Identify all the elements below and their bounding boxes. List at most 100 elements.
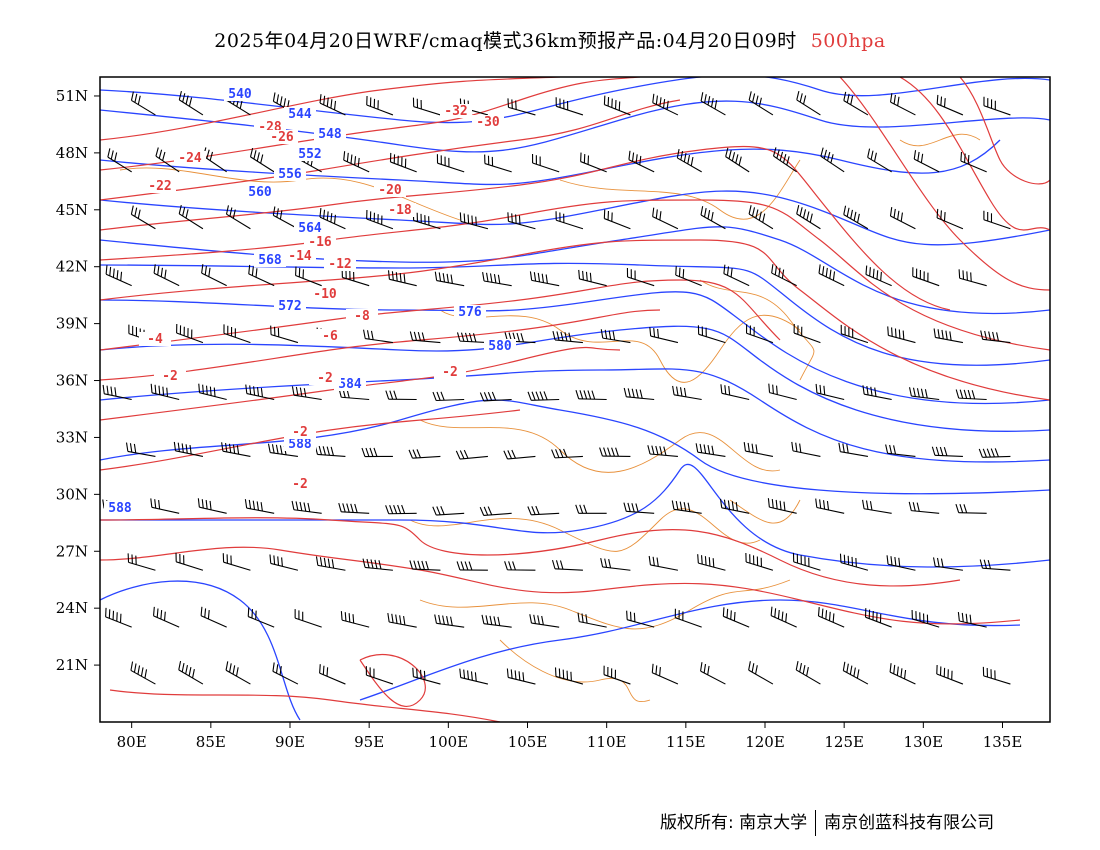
contour-label-bg [309, 371, 341, 385]
x-tick-label: 105E [508, 733, 548, 751]
wind-barb [793, 324, 821, 344]
wind-barb [385, 504, 417, 515]
wind-barb [222, 553, 251, 571]
wind-barb [957, 611, 987, 628]
contour-label-bg [472, 115, 504, 129]
wind-barb [153, 264, 180, 287]
wind-barb [603, 95, 631, 116]
temperature-contour [100, 309, 661, 381]
wind-barb [671, 500, 702, 514]
wind-barb [652, 93, 679, 116]
wind-barb [434, 614, 465, 628]
wind-barb [319, 94, 346, 116]
x-axis: 80E 85E 90E 95E 100E 105E 110E 115E 120E 125E 130E… [117, 722, 1022, 751]
height-contour-label: 548 [318, 127, 342, 142]
wind-barb [481, 614, 512, 628]
contour-label-bg [284, 107, 316, 121]
x-tick-label: 130E [904, 733, 944, 751]
wind-barb [555, 97, 584, 116]
wind-barb [885, 444, 916, 457]
wind-barb [889, 663, 916, 685]
contour-label-bg [144, 179, 176, 193]
temperature-contour [899, 77, 1050, 231]
wind-barb [314, 445, 346, 457]
temperature-contour-label: -24 [178, 151, 202, 166]
wind-barb [527, 505, 560, 516]
wind-barb [719, 498, 750, 514]
contour-label-bg [104, 501, 136, 515]
wind-barb [529, 271, 560, 287]
x-tick-label: 90E [275, 733, 305, 751]
wind-barb [105, 265, 132, 287]
boundary-line [729, 499, 801, 524]
wind-barb [818, 264, 845, 287]
wind-barb [796, 91, 821, 116]
wind-barb [773, 147, 797, 173]
wind-barb [932, 557, 963, 571]
wind-barb [675, 266, 702, 287]
wind-barb [555, 211, 584, 230]
wind-barb [842, 661, 869, 685]
wind-barb [459, 668, 489, 685]
wind-barb [272, 662, 299, 685]
temperature-contour [100, 145, 951, 311]
wind-barb [504, 561, 536, 571]
height-contour-label: 560 [248, 185, 272, 200]
wind-barb [107, 148, 132, 173]
wind-barb [434, 271, 465, 287]
wind-barb [843, 91, 869, 116]
wind-barb [674, 608, 702, 628]
wind-barb [603, 665, 631, 685]
temperature-contour-label: -32 [444, 104, 467, 119]
wind-barb [272, 206, 299, 230]
wind-barb [176, 323, 204, 344]
y-axis: 51N 48N 45N 42N 39N 36N 33N 30N 27N 24N 21N [56, 87, 100, 674]
wind-barb [651, 663, 679, 685]
copyright-company: 南京创蓝科技有限公司 [824, 813, 995, 833]
contour-label-bg [314, 127, 346, 141]
wind-barb [748, 91, 774, 116]
footer-separator [815, 810, 817, 836]
height-contour [359, 599, 1021, 701]
boundary-line [499, 639, 651, 703]
temperature-contour-label: -2 [162, 369, 178, 384]
temperature-contour [959, 77, 1050, 185]
temperature-contour-label: -2 [317, 371, 333, 386]
wind-barb [153, 606, 180, 628]
wind-barb [770, 606, 797, 628]
temperature-contour [359, 654, 426, 707]
y-tick-label: 45N [56, 201, 88, 219]
wind-barb [178, 204, 204, 230]
y-tick-label: 24N [56, 599, 88, 617]
wind-barb [815, 383, 845, 401]
wind-barb [507, 212, 536, 230]
temperature-contour-label: -26 [270, 130, 294, 145]
wind-barb [267, 443, 298, 457]
wind-barb [908, 387, 940, 401]
wind-barb [482, 272, 512, 287]
wind-barb [291, 386, 322, 401]
wind-barb [551, 559, 583, 571]
wind-barb [623, 387, 655, 401]
temperature-contour [100, 239, 1050, 401]
height-contour-label: 540 [228, 87, 252, 102]
temperature-contour-label: -10 [313, 287, 337, 302]
contour-label-bg [284, 425, 316, 439]
wind-barb [720, 384, 750, 401]
wind-barb [649, 327, 679, 344]
wind-barb [722, 607, 750, 628]
wind-barb [748, 205, 774, 230]
wind-barb [409, 331, 441, 344]
wind-barb [700, 662, 726, 685]
wind-barb [864, 608, 892, 628]
wind-barb [221, 442, 251, 457]
contour-label-bg [440, 104, 472, 118]
height-contour-label: 580 [488, 339, 512, 354]
x-tick-label: 110E [587, 733, 627, 751]
wind-barb [933, 328, 964, 344]
wind-barb [697, 325, 726, 344]
contour-label-bg [384, 203, 416, 217]
wind-barb [456, 332, 488, 344]
temperature-contour [100, 99, 681, 201]
